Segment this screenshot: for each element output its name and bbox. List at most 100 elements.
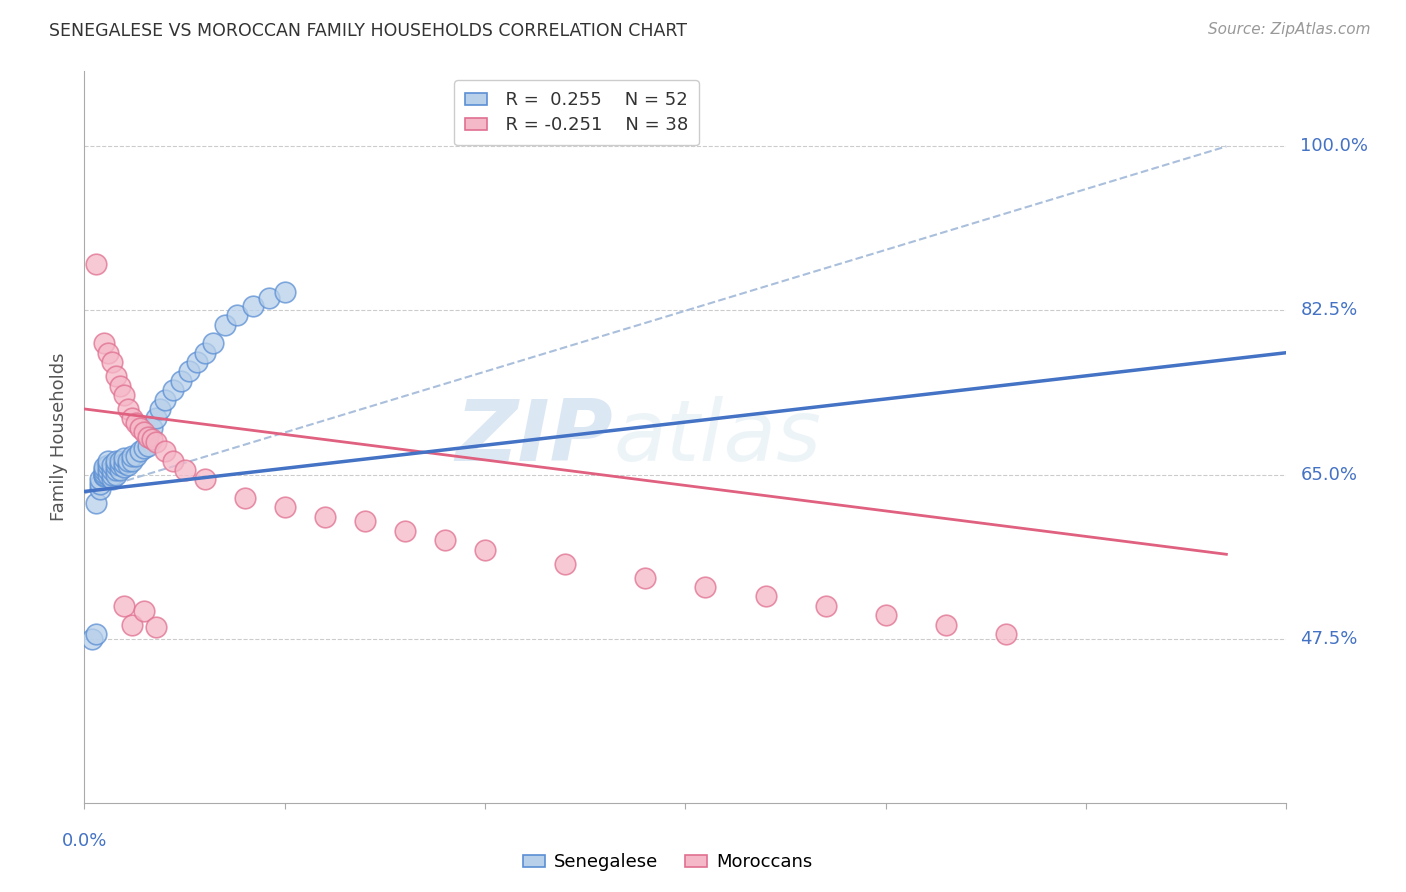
Point (121, 411, 143, 425)
Point (394, 524, 416, 538)
Point (695, 580, 717, 594)
Point (97, 453, 120, 467)
Point (105, 458, 128, 473)
Point (86, 257, 108, 271)
Point (354, 515, 377, 529)
Y-axis label: Family Households: Family Households (51, 353, 69, 521)
Point (233, 491, 256, 505)
Text: 100.0%: 100.0% (1301, 137, 1368, 155)
Point (82, 632, 104, 646)
Point (162, 453, 184, 467)
Point (138, 440, 160, 454)
Point (97, 467, 120, 482)
Text: SENEGALESE VS MOROCCAN FAMILY HOUSEHOLDS CORRELATION CHART: SENEGALESE VS MOROCCAN FAMILY HOUSEHOLDS… (49, 22, 688, 40)
Point (101, 472, 124, 486)
Point (145, 411, 167, 425)
Point (114, 388, 135, 402)
Point (121, 453, 143, 467)
Point (186, 355, 208, 369)
Point (101, 463, 124, 477)
Point (149, 401, 172, 416)
Point (134, 603, 156, 617)
Point (814, 599, 837, 613)
Point (141, 432, 163, 446)
Point (114, 456, 135, 470)
Point (434, 533, 457, 548)
Point (169, 374, 191, 388)
Point (274, 500, 297, 515)
Point (145, 619, 167, 633)
Point (935, 617, 957, 632)
Point (134, 425, 156, 440)
Point (93, 466, 115, 480)
Point (86, 496, 108, 510)
Text: 65.0%: 65.0% (1301, 466, 1357, 483)
Point (145, 434, 167, 449)
Point (201, 336, 224, 351)
Point (314, 509, 336, 524)
Text: atlas: atlas (613, 395, 821, 479)
Point (105, 453, 128, 467)
Point (138, 430, 160, 444)
Legend:   R =  0.255    N = 52,   R = -0.251    N = 38: R = 0.255 N = 52, R = -0.251 N = 38 (454, 80, 699, 145)
Point (97, 345, 120, 359)
Point (101, 467, 124, 482)
Point (110, 378, 132, 392)
Point (93, 336, 115, 351)
Point (153, 444, 176, 458)
Point (875, 608, 897, 623)
Point (89, 477, 111, 491)
Text: ZIP: ZIP (456, 395, 613, 479)
Point (125, 449, 148, 463)
Point (141, 420, 163, 434)
Text: 0.0%: 0.0% (62, 832, 107, 850)
Point (117, 458, 139, 473)
Point (105, 467, 128, 482)
Point (242, 299, 264, 313)
Point (125, 416, 148, 430)
Point (86, 627, 108, 641)
Point (117, 401, 139, 416)
Point (89, 482, 111, 496)
Point (114, 460, 135, 475)
Point (97, 458, 120, 473)
Point (474, 542, 496, 557)
Point (114, 450, 135, 465)
Point (114, 599, 135, 613)
Point (755, 590, 778, 604)
Point (257, 291, 280, 305)
Point (177, 364, 200, 378)
Point (93, 463, 115, 477)
Point (110, 463, 132, 477)
Point (274, 285, 297, 299)
Point (995, 627, 1018, 641)
Point (129, 444, 152, 458)
Point (194, 472, 217, 486)
Text: 82.5%: 82.5% (1301, 301, 1358, 319)
Point (634, 571, 657, 585)
Point (554, 557, 576, 571)
Point (101, 458, 124, 473)
Point (121, 617, 143, 632)
Point (134, 442, 156, 456)
Point (93, 469, 115, 483)
Point (194, 345, 217, 359)
Point (173, 463, 195, 477)
Point (153, 392, 176, 407)
Text: Source: ZipAtlas.com: Source: ZipAtlas.com (1208, 22, 1371, 37)
Point (117, 453, 139, 467)
Point (101, 355, 124, 369)
Point (129, 420, 152, 434)
Text: 47.5%: 47.5% (1301, 630, 1358, 648)
Point (110, 453, 132, 467)
Point (110, 458, 132, 473)
Point (105, 463, 128, 477)
Point (93, 460, 115, 475)
Point (121, 449, 143, 463)
Point (162, 383, 184, 397)
Point (97, 463, 120, 477)
Legend: Senegalese, Moroccans: Senegalese, Moroccans (516, 847, 820, 879)
Point (225, 308, 247, 322)
Point (89, 472, 111, 486)
Point (93, 467, 115, 482)
